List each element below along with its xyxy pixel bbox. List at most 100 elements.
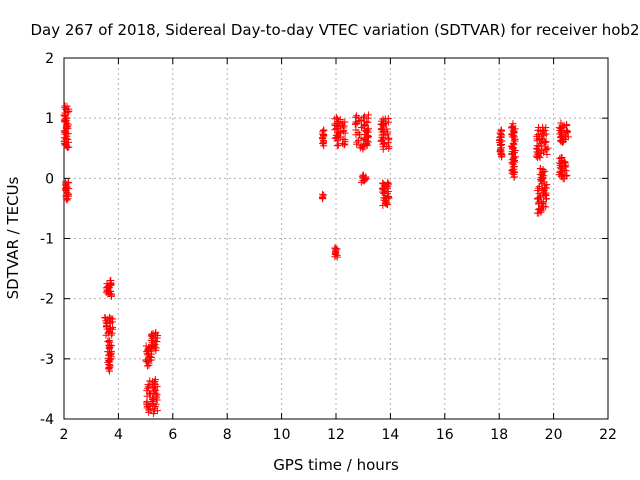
data-point [352,126,360,134]
y-tick-label: -4 [40,412,54,428]
x-axis-label: GPS time / hours [273,456,399,474]
data-point [384,114,392,122]
data-point [148,330,156,338]
x-axis-ticks: 2 4 6 8 10 12 14 16 18 20 22 [60,58,617,443]
y-tick-label: 2 [45,51,54,67]
data-point [496,140,504,148]
x-tick-label: 6 [168,427,177,443]
x-tick-label: 12 [327,427,345,443]
data-point [333,114,341,122]
data-point [340,122,348,130]
data-point [105,313,113,321]
data-point [150,379,158,387]
data-point [542,184,550,192]
data-point [319,128,327,136]
data-point [537,164,545,172]
data-point [535,198,543,206]
data-point [334,141,342,149]
data-point [331,244,339,252]
data-point [64,178,72,186]
data-point [509,120,517,128]
data-point [320,126,328,134]
data-point [542,124,550,132]
data-point [101,314,109,322]
data-point [385,134,393,142]
x-tick-label: 20 [545,427,563,443]
data-point [320,191,328,199]
y-axis-label: SDTVAR / TECUs [4,176,22,299]
data-point [534,184,542,192]
data-point [341,118,349,126]
data-point [151,376,159,384]
data-point [332,245,340,253]
data-point [63,196,71,204]
data-point [319,190,327,198]
y-axis-ticks: -4 -3 -2 -1 0 1 2 [40,51,608,428]
data-point [106,277,114,285]
data-point [379,179,387,187]
data-point [544,144,552,152]
data-point [497,126,505,134]
data-point [146,377,154,385]
data-point [360,112,368,120]
x-tick-label: 2 [60,427,69,443]
data-point [533,132,541,140]
data-point [384,178,392,186]
data-point [353,112,361,120]
data-point [61,102,69,110]
data-point [498,151,506,159]
data-point [107,280,115,288]
x-tick-label: 14 [381,427,399,443]
data-point [142,342,150,350]
data-point [352,113,360,121]
data-point [533,209,541,217]
data-point [153,332,161,340]
data-point [341,136,349,144]
data-point [359,140,367,148]
data-point [331,115,339,123]
data-point [564,128,572,136]
data-point [365,125,373,133]
data-points [60,102,572,418]
data-point [64,121,72,129]
data-point [107,315,115,323]
data-point [360,121,368,129]
data-point [360,135,368,143]
data-point [364,111,372,119]
data-point [508,123,516,131]
data-point [509,144,517,152]
x-tick-label: 16 [436,427,454,443]
data-point [562,132,570,140]
data-point [555,124,563,132]
data-point [152,328,160,336]
y-tick-label: 0 [45,171,54,187]
data-point [153,391,161,399]
data-point [105,337,113,345]
data-point [332,125,340,133]
data-point [106,338,114,346]
y-tick-label: -3 [40,352,54,368]
x-tick-label: 4 [114,427,123,443]
data-point [153,338,161,346]
data-point [151,377,159,385]
chart-title: Day 267 of 2018, Sidereal Day-to-day VTE… [30,21,639,39]
data-point [537,193,545,201]
x-tick-label: 18 [490,427,508,443]
data-point [340,141,348,149]
x-tick-label: 22 [599,427,617,443]
data-point [357,134,365,142]
data-point [377,120,385,128]
y-tick-label: -1 [40,232,54,248]
data-point [557,119,565,127]
y-tick-label: 1 [45,111,54,127]
x-tick-label: 10 [273,427,291,443]
data-point [385,180,393,188]
data-point [62,106,70,114]
data-point [556,154,564,162]
data-point [535,190,543,198]
data-point [356,130,364,138]
data-point [532,152,540,160]
y-tick-label: -2 [40,292,54,308]
data-point [557,153,565,161]
